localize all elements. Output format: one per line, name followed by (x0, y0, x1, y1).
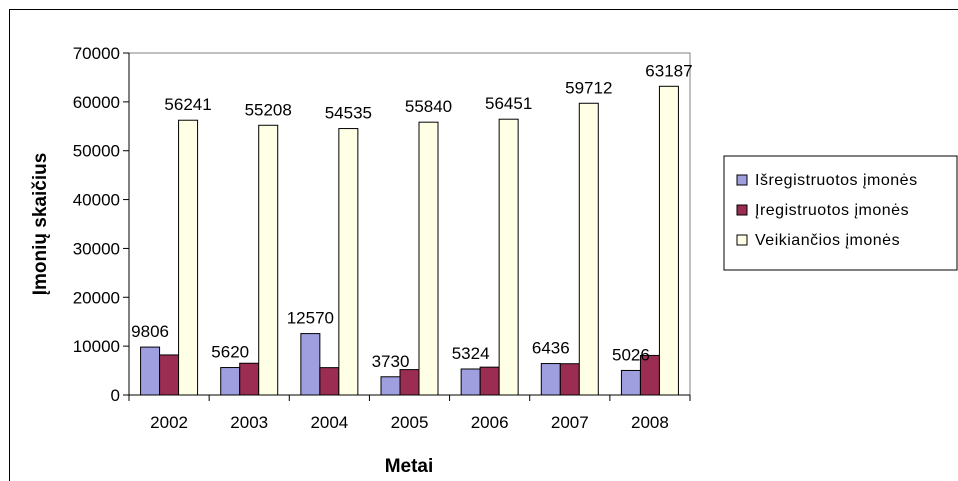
x-tick-label: 2005 (391, 413, 429, 432)
legend-label: Išregistruotos įmonės (755, 172, 918, 189)
bar-series-2-2004 (338, 128, 359, 396)
data-label: 5324 (452, 344, 490, 363)
bar-series-0-2004 (300, 333, 321, 396)
bar-series-2-2006 (498, 118, 519, 396)
x-axis-title: Metai (385, 456, 434, 477)
bar-series-1-2007 (559, 363, 580, 396)
data-label: 3730 (372, 352, 410, 371)
y-tick-label: 60000 (73, 93, 120, 112)
y-tick-label: 50000 (73, 142, 120, 161)
data-label: 63187 (645, 61, 692, 80)
y-axis: 0 10000 20000 30000 40000 50000 60000 70000 (73, 44, 130, 405)
legend-swatch (736, 174, 748, 186)
bar-series-1-2002 (159, 354, 180, 396)
bar-series-0-2002 (140, 346, 161, 396)
y-tick-label: 70000 (73, 44, 120, 63)
bar-series-2-2007 (578, 102, 599, 396)
bar-series-1-2005 (399, 369, 420, 396)
bar-series-2-2008 (658, 85, 679, 396)
bar-series-1-2006 (479, 366, 500, 396)
bar-series-0-2003 (220, 367, 241, 396)
data-label: 6436 (532, 339, 570, 358)
data-label: 54535 (325, 104, 372, 123)
legend: Išregistruotos įmonės Įregistruotos įmonė… (723, 155, 958, 271)
y-tick-label: 30000 (73, 239, 120, 258)
bar-series-0-2006 (460, 368, 481, 396)
bar-series-2-2003 (258, 124, 279, 396)
legend-swatch (736, 204, 748, 216)
x-tick-label: 2002 (150, 413, 188, 432)
data-label: 56451 (485, 94, 532, 113)
data-label: 9806 (131, 322, 169, 341)
y-tick-label: 10000 (73, 337, 120, 356)
bar-series-0-2005 (380, 376, 401, 396)
data-label: 5620 (211, 343, 249, 362)
legend-swatch (736, 234, 748, 246)
bar-series-2-2002 (178, 119, 199, 396)
bars (140, 85, 679, 396)
x-tick-label: 2003 (230, 413, 268, 432)
data-labels: 9806 5620 12570 3730 5324 6436 5026 56241 55208 5… (131, 61, 692, 370)
bar-series-2-2005 (418, 121, 439, 396)
data-label: 55840 (405, 97, 452, 116)
x-tick-label: 2007 (551, 413, 589, 432)
y-axis-title: Įmonių skaičius (30, 153, 51, 296)
bar-series-1-2003 (239, 362, 260, 396)
x-tick-label: 2006 (471, 413, 509, 432)
bar-series-1-2004 (319, 367, 340, 396)
bar-series-0-2008 (620, 369, 641, 396)
data-label: 59712 (565, 78, 612, 97)
y-tick-label: 0 (111, 386, 120, 405)
bar-series-0-2007 (540, 363, 561, 396)
legend-label: Įregistruotos įmonės (755, 202, 909, 219)
x-tick-label: 2008 (631, 413, 669, 432)
x-axis: 2002 2003 2004 2005 2006 2007 2008 (128, 394, 691, 432)
legend-box (723, 155, 958, 271)
data-label: 5026 (612, 345, 650, 364)
y-tick-label: 20000 (73, 288, 120, 307)
data-label: 55208 (245, 100, 292, 119)
data-label: 56241 (164, 95, 211, 114)
x-tick-label: 2004 (310, 413, 348, 432)
data-label: 12570 (287, 309, 334, 328)
legend-label: Veikiančios įmonės (755, 232, 900, 249)
y-tick-label: 40000 (73, 191, 120, 210)
